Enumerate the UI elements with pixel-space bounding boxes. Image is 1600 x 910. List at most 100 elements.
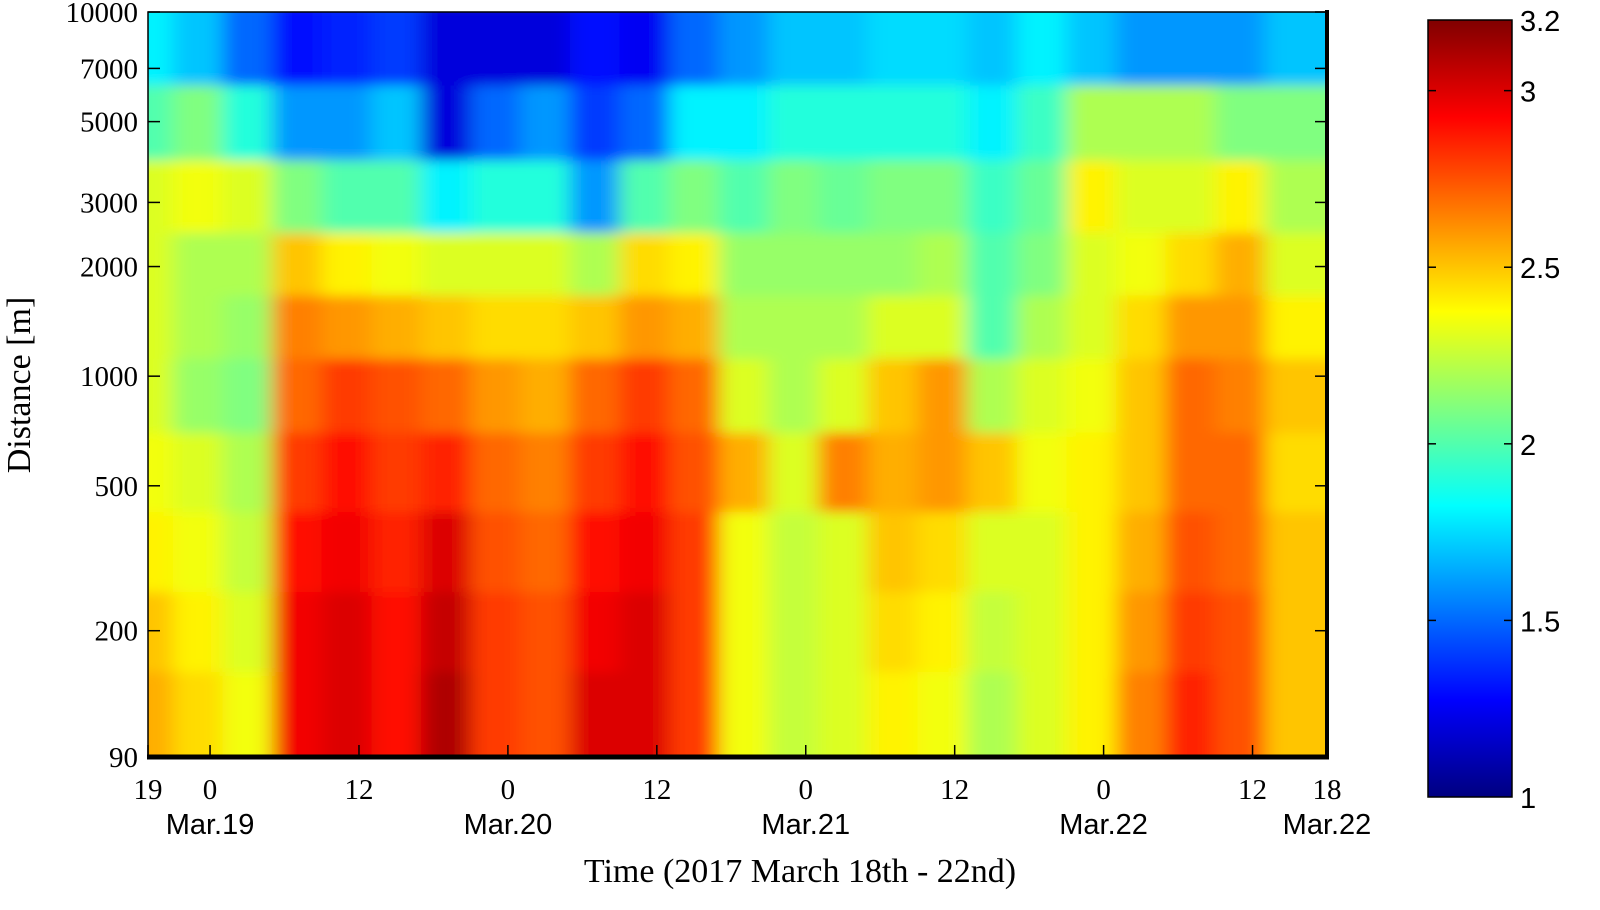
heatmap-cell <box>371 159 423 233</box>
heatmap-cell <box>768 671 820 757</box>
heatmap-cell <box>867 671 919 757</box>
x-tick-label: 12 <box>1238 774 1267 806</box>
heatmap-cell <box>967 431 1018 513</box>
heatmap-cell <box>569 84 621 161</box>
colorbar-tick-label: 3 <box>1520 77 1536 109</box>
heatmap-cell <box>669 159 720 233</box>
heatmap-cell <box>520 511 571 593</box>
heatmap-cell <box>768 294 820 359</box>
y-axis-label: Distance [m] <box>1 297 38 474</box>
x-tick-label: 0 <box>203 774 218 806</box>
heatmap-cell <box>421 357 472 433</box>
heatmap-cell <box>520 84 571 161</box>
heatmap-cell <box>768 357 820 433</box>
y-tick-label: 200 <box>95 616 139 648</box>
heatmap-cell <box>967 231 1018 296</box>
heatmap-cell <box>172 159 224 233</box>
heatmap-cell <box>917 357 969 433</box>
heatmap-cell <box>520 591 571 673</box>
heatmap-cell <box>321 231 373 296</box>
heatmap-cell <box>520 12 571 86</box>
heatmap-cell <box>1066 591 1118 673</box>
heatmap-cell <box>1215 294 1266 359</box>
heatmap-cell <box>718 231 770 296</box>
heatmap-cell <box>867 591 919 673</box>
heatmap-cell <box>148 294 174 359</box>
heatmap-cell <box>272 84 323 161</box>
heatmap-cell <box>272 431 323 513</box>
y-axis-ticks: 90 200 500 1000 2000 3000 5000 7000 10000 <box>66 0 1327 774</box>
heatmap-cell <box>768 159 820 233</box>
heatmap-cell <box>148 84 174 161</box>
heatmap-cell <box>917 431 969 513</box>
x-tick-label: 0 <box>1096 774 1111 806</box>
heatmap-cell <box>818 357 869 433</box>
heatmap-cell <box>619 671 671 757</box>
heatmap-cell <box>272 294 323 359</box>
heatmap-cell <box>222 511 274 593</box>
heatmap-cell <box>818 294 869 359</box>
heatmap-cell <box>321 671 373 757</box>
heatmap-cell <box>470 591 522 673</box>
heatmap-cell <box>1116 431 1167 513</box>
heatmap-cell <box>718 159 770 233</box>
heatmap-cell <box>1165 12 1217 86</box>
heatmap-cell <box>569 671 621 757</box>
heatmap-cell <box>569 231 621 296</box>
heatmap-cell <box>718 431 770 513</box>
heatmap-cell <box>569 511 621 593</box>
heatmap-cell <box>818 431 869 513</box>
heatmap-cell <box>818 159 869 233</box>
heatmap-cell <box>619 357 671 433</box>
heatmap-cell <box>1165 671 1217 757</box>
heatmap-cell <box>421 159 472 233</box>
heatmap-cell <box>669 84 720 161</box>
heatmap-cell <box>321 84 373 161</box>
heatmap-cell <box>520 357 571 433</box>
heatmap-cell <box>1215 231 1266 296</box>
heatmap-cell <box>818 591 869 673</box>
heatmap-cell <box>1165 231 1217 296</box>
heatmap-cell <box>619 294 671 359</box>
heatmap-cell <box>967 511 1018 593</box>
heatmap-cell <box>321 12 373 86</box>
heatmap-cell <box>272 159 323 233</box>
x-tick-label: 12 <box>940 774 969 806</box>
heatmap-cell <box>569 12 621 86</box>
heatmap-cell <box>222 159 274 233</box>
heatmap-cell <box>669 12 720 86</box>
y-tick-label: 2000 <box>80 252 138 284</box>
heatmap-cell <box>222 671 274 757</box>
heatmap-cell <box>421 671 472 757</box>
heatmap-cell <box>1165 431 1217 513</box>
heatmap-cell <box>1264 357 1327 433</box>
heatmap-cell <box>867 357 919 433</box>
heatmap-cell <box>520 431 571 513</box>
colorbar-gradient <box>1427 19 1513 798</box>
colorbar-tick-label: 2 <box>1520 430 1536 462</box>
heatmap-cell <box>867 511 919 593</box>
heatmap-cell <box>421 84 472 161</box>
heatmap-cells <box>148 12 1327 757</box>
heatmap-cell <box>818 511 869 593</box>
heatmap-cell <box>1116 357 1167 433</box>
heatmap-cell <box>1215 511 1266 593</box>
heatmap-cell <box>818 231 869 296</box>
heatmap-cell <box>421 12 472 86</box>
heatmap-cell <box>1116 671 1167 757</box>
heatmap-cell <box>768 431 820 513</box>
heatmap-cell <box>818 671 869 757</box>
colorbar-tick-label: 3.2 <box>1520 6 1560 38</box>
heatmap-cell <box>867 159 919 233</box>
heatmap-cell <box>669 294 720 359</box>
heatmap-cell <box>1264 294 1327 359</box>
heatmap-cell <box>470 159 522 233</box>
heatmap-cell <box>371 591 423 673</box>
heatmap-cell <box>619 84 671 161</box>
heatmap-cell <box>1215 84 1266 161</box>
heatmap-cell <box>222 84 274 161</box>
heatmap-cell <box>569 431 621 513</box>
heatmap-cell <box>1165 591 1217 673</box>
colorbar-tick-label: 1.5 <box>1520 606 1560 638</box>
